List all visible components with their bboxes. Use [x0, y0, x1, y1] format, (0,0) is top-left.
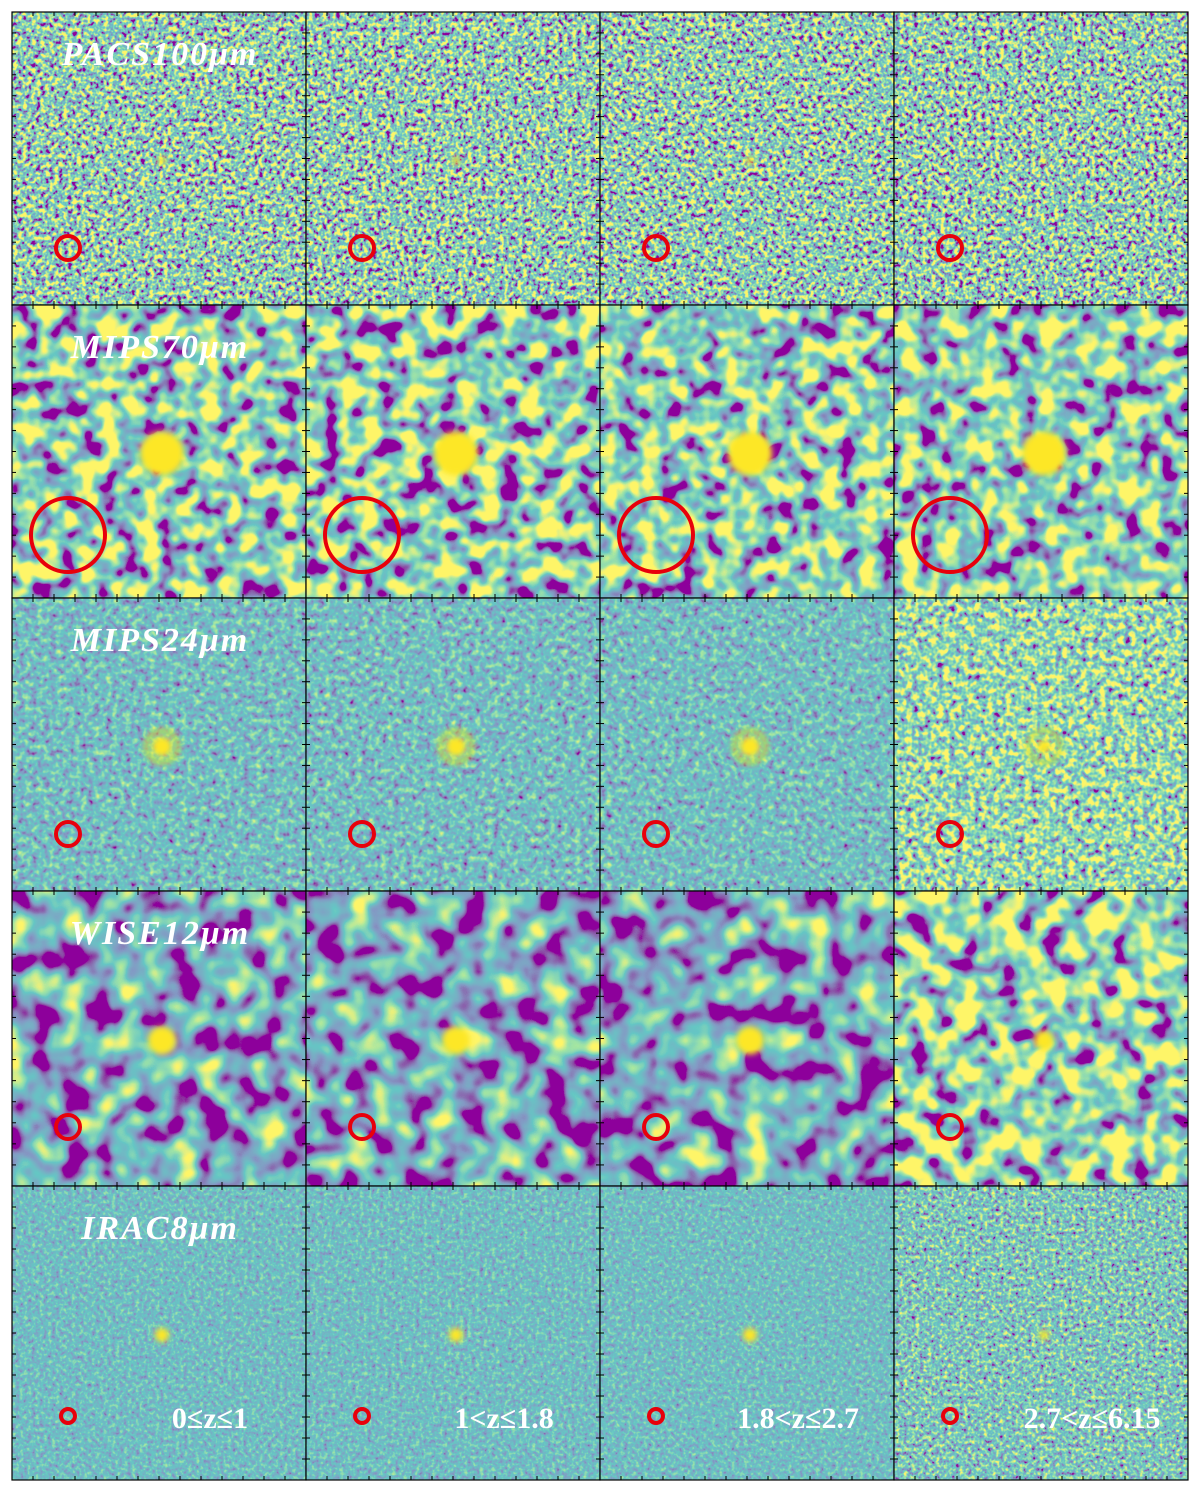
- source-halo: [1026, 728, 1062, 765]
- band-label: WISE12μm: [70, 915, 250, 952]
- source: [148, 1026, 176, 1055]
- image-panel: [893, 304, 1189, 599]
- source: [452, 156, 460, 165]
- source: [446, 736, 466, 757]
- source: [158, 156, 166, 165]
- source: [140, 431, 184, 476]
- beam-circle: [647, 1407, 665, 1425]
- source-halo: [144, 728, 180, 765]
- source: [434, 431, 478, 476]
- source-halo: [438, 728, 474, 765]
- beam-circle: [348, 820, 376, 848]
- image-panel: [11, 597, 307, 892]
- redshift-label: 1.8<z≤2.7: [737, 1402, 859, 1435]
- noise-map: [894, 12, 1188, 305]
- beam-circle: [936, 234, 964, 262]
- source: [1041, 157, 1047, 164]
- source: [1039, 1330, 1049, 1340]
- image-panel: [893, 1185, 1189, 1481]
- band-label: MIPS24μm: [70, 622, 250, 659]
- source-halo: [732, 728, 768, 765]
- beam-circle: [54, 820, 82, 848]
- image-panel: [599, 11, 895, 306]
- beam-circle: [353, 1407, 371, 1425]
- image-panel: [305, 890, 601, 1187]
- source: [1034, 1030, 1054, 1051]
- band-label: PACS100μm: [61, 36, 259, 73]
- source: [746, 156, 754, 165]
- redshift-label: 0≤z≤1: [172, 1402, 248, 1435]
- beam-circle: [54, 234, 82, 262]
- beam-circle: [642, 234, 670, 262]
- beam-circle: [617, 496, 695, 574]
- band-label: IRAC8μm: [80, 1210, 239, 1247]
- image-panel: [599, 1185, 895, 1481]
- image-panel: [305, 11, 601, 306]
- image-panel: [893, 890, 1189, 1187]
- source: [740, 736, 760, 757]
- image-panel: [305, 304, 601, 599]
- source: [1022, 431, 1066, 476]
- beam-circle: [642, 1113, 670, 1141]
- beam-circle: [54, 1113, 82, 1141]
- source: [736, 1026, 764, 1055]
- source: [152, 736, 172, 757]
- redshift-label: 1<z≤1.8: [454, 1402, 553, 1435]
- image-panel: [893, 11, 1189, 306]
- source: [442, 1026, 470, 1055]
- band-label: MIPS70μm: [70, 329, 250, 366]
- image-panel: [11, 1185, 307, 1481]
- image-panel: [11, 11, 307, 306]
- image-panel: [599, 890, 895, 1187]
- beam-circle: [911, 496, 989, 574]
- source: [728, 431, 772, 476]
- source: [1037, 739, 1051, 754]
- image-panel: [599, 597, 895, 892]
- beam-circle: [348, 234, 376, 262]
- source: [449, 1328, 463, 1342]
- source: [743, 1328, 757, 1342]
- redshift-label: 2.7<z≤6.15: [1024, 1402, 1161, 1435]
- image-panel: [305, 1185, 601, 1481]
- image-panel: [305, 597, 601, 892]
- beam-circle: [59, 1407, 77, 1425]
- beam-circle: [941, 1407, 959, 1425]
- source: [155, 1328, 169, 1342]
- image-panel: [11, 304, 307, 599]
- beam-circle: [936, 1113, 964, 1141]
- beam-circle: [29, 496, 107, 574]
- beam-circle: [348, 1113, 376, 1141]
- image-panel: [893, 597, 1189, 892]
- beam-circle: [642, 820, 670, 848]
- image-panel: [11, 890, 307, 1187]
- image-panel: [599, 304, 895, 599]
- beam-circle: [323, 496, 401, 574]
- beam-circle: [936, 820, 964, 848]
